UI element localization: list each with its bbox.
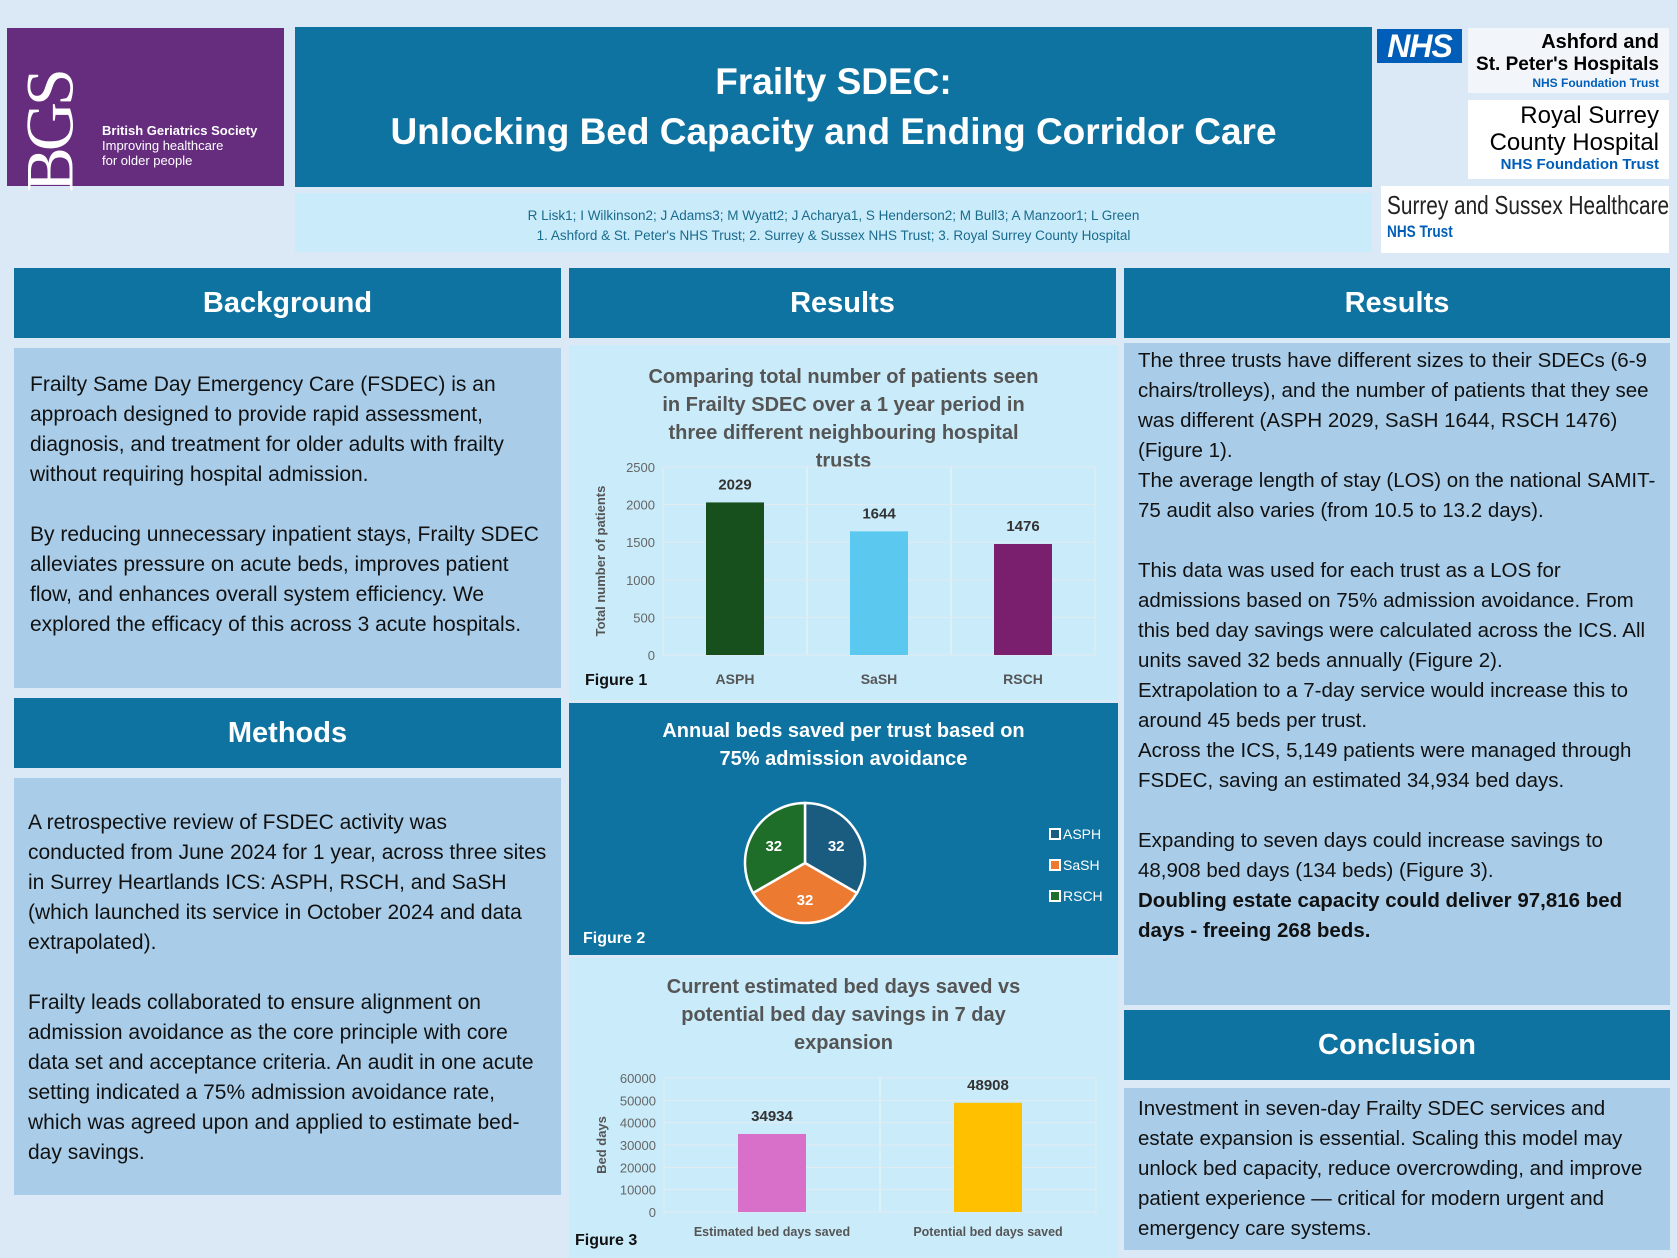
data-label: 2029	[718, 476, 751, 493]
data-label: 1476	[1006, 518, 1039, 535]
pie-data-label: 32	[765, 838, 782, 855]
methods-paragraph: Frailty leads collaborated to ensure ali…	[28, 991, 534, 1164]
ashford-name: Ashford and	[1541, 31, 1659, 53]
figure-1-chart: 0 500 1000 1500 2000 2500 Total number of pati…	[593, 460, 1096, 687]
legend-swatch	[1049, 828, 1061, 840]
results-paragraph: Across the ICS, 5,149 patients were mana…	[1138, 739, 1632, 792]
ashford-sub: NHS Foundation Trust	[1532, 76, 1659, 90]
figure-2-label: Figure 2	[583, 930, 646, 947]
title-line-2: Unlocking Bed Capacity and Ending Corrid…	[390, 111, 1277, 152]
royal-surrey-sub: NHS Foundation Trust	[1500, 156, 1659, 173]
methods-heading: Methods	[14, 698, 561, 768]
results-heading: Results	[569, 268, 1116, 338]
results-paragraph: Expanding to seven days could increase s…	[1138, 829, 1603, 882]
x-tick-label: Potential bed days saved	[913, 1225, 1062, 1239]
results-key-finding: Doubling estate capacity could deliver 9…	[1138, 889, 1623, 942]
conclusion-paragraph: Investment in seven-day Frailty SDEC ser…	[1138, 1097, 1643, 1240]
bar-potential-bed-days-saved	[954, 1102, 1022, 1212]
bgs-monogram: BGS	[11, 72, 88, 193]
figure-1-panel: Comparing total number of patients seen …	[569, 345, 1118, 700]
bgs-tagline: for older people	[102, 153, 193, 168]
figure-1-title: Comparing total number of patients seen …	[648, 366, 1039, 472]
royal-surrey-name: County Hospital	[1489, 129, 1659, 156]
pie-data-label: 32	[797, 892, 814, 909]
methods-paragraph: A retrospective review of FSDEC activity…	[28, 811, 547, 954]
results-paragraph: This data was used for each trust as a L…	[1138, 559, 1646, 672]
results-paragraph: The three trusts have different sizes to…	[1138, 349, 1649, 462]
legend-label: ASPH	[1063, 826, 1101, 842]
data-label: 1644	[862, 505, 896, 522]
y-tick-label: 50000	[620, 1093, 656, 1108]
data-label: 34934	[751, 1108, 793, 1125]
authors-box: R Lisk1; I Wilkinson2; J Adams3; M Wyatt…	[295, 193, 1372, 252]
pie-slice-rsch	[743, 801, 807, 895]
y-tick-label: 500	[633, 610, 655, 625]
bar-sash	[850, 531, 908, 655]
y-tick-label: 30000	[620, 1138, 656, 1153]
conclusion-section: Investment in seven-day Frailty SDEC ser…	[1124, 1088, 1670, 1250]
legend-swatch	[1049, 890, 1061, 902]
x-tick-label: SaSH	[861, 671, 898, 687]
y-axis-label: Bed days	[594, 1116, 609, 1174]
y-tick-label: 0	[649, 1205, 656, 1220]
title-line-1: Frailty SDEC:	[715, 61, 952, 102]
bar-asph	[706, 502, 764, 655]
figure-2-title: Annual beds saved per trust based on 75%…	[662, 720, 1025, 770]
ashford-logo: Ashford and St. Peter's Hospitals NHS Fo…	[1468, 28, 1669, 93]
figure-3-panel: Current estimated bed days saved vs pote…	[569, 958, 1118, 1258]
sash-logo: Surrey and Sussex Healthcare NHS Trust	[1381, 186, 1669, 253]
background-heading: Background	[14, 268, 561, 338]
bgs-tagline: Improving healthcare	[102, 138, 224, 153]
results-right-heading: Results	[1124, 268, 1670, 338]
results-section: The three trusts have different sizes to…	[1124, 343, 1670, 1005]
x-tick-label: RSCH	[1003, 671, 1043, 687]
figure-2-chart: 32 ASPH 32 SaSH 32 RSCH	[743, 801, 1103, 925]
affiliations: 1. Ashford & St. Peter's NHS Trust; 2. S…	[536, 228, 1131, 243]
figure-3-chart: 0 10000 20000 30000 40000 50000 60000 Bed days 3…	[594, 1071, 1097, 1239]
sash-sub: NHS Trust	[1387, 222, 1453, 241]
y-tick-label: 2000	[626, 498, 655, 513]
pie-data-label: 32	[828, 838, 845, 855]
y-tick-label: 1000	[626, 573, 655, 588]
x-tick-label: ASPH	[716, 671, 755, 687]
y-tick-label: 60000	[620, 1071, 656, 1086]
results-paragraph: Extrapolation to a 7-day service would i…	[1138, 679, 1628, 732]
figure-3-title: Current estimated bed days saved vs pote…	[666, 976, 1021, 1054]
legend-label: SaSH	[1063, 857, 1100, 873]
authors: R Lisk1; I Wilkinson2; J Adams3; M Wyatt…	[527, 208, 1140, 223]
background-paragraph: Frailty Same Day Emergency Care (FSDEC) …	[30, 373, 504, 486]
nhs-logo: NHS	[1377, 29, 1462, 63]
data-label: 48908	[967, 1077, 1009, 1094]
y-tick-label: 20000	[620, 1160, 656, 1175]
poster-title: Frailty SDEC: Unlocking Bed Capacity and…	[295, 27, 1372, 187]
y-tick-label: 40000	[620, 1116, 656, 1131]
y-tick-label: 10000	[620, 1183, 656, 1198]
bar-estimated-bed-days-saved	[738, 1133, 806, 1212]
x-tick-label: Estimated bed days saved	[694, 1225, 850, 1239]
y-tick-label: 0	[648, 648, 655, 663]
bar-rsch	[994, 544, 1052, 655]
legend-label: RSCH	[1063, 888, 1103, 904]
figure-2-panel: Annual beds saved per trust based on 75%…	[569, 703, 1118, 955]
royal-surrey-name: Royal Surrey	[1520, 102, 1659, 129]
figure-3-label: Figure 3	[575, 1232, 638, 1249]
sash-name: Surrey and Sussex Healthcare	[1387, 190, 1670, 220]
royal-surrey-logo: Royal Surrey County Hospital NHS Foundat…	[1468, 100, 1669, 179]
y-tick-label: 2500	[626, 460, 655, 475]
figure-1-label: Figure 1	[585, 672, 648, 689]
conclusion-heading: Conclusion	[1124, 1010, 1670, 1080]
y-axis-label: Total number of patients	[593, 486, 608, 637]
methods-section: A retrospective review of FSDEC activity…	[14, 778, 561, 1195]
background-paragraph: By reducing unnecessary inpatient stays,…	[30, 523, 539, 636]
y-tick-label: 1500	[626, 535, 655, 550]
bgs-name: British Geriatrics Society	[102, 123, 258, 138]
bgs-logo: BGS British Geriatrics Society Improving…	[7, 28, 284, 193]
legend-swatch	[1049, 859, 1061, 871]
results-paragraph: The average length of stay (LOS) on the …	[1138, 469, 1656, 522]
background-section: Frailty Same Day Emergency Care (FSDEC) …	[14, 348, 561, 688]
ashford-name: St. Peter's Hospitals	[1476, 54, 1659, 75]
